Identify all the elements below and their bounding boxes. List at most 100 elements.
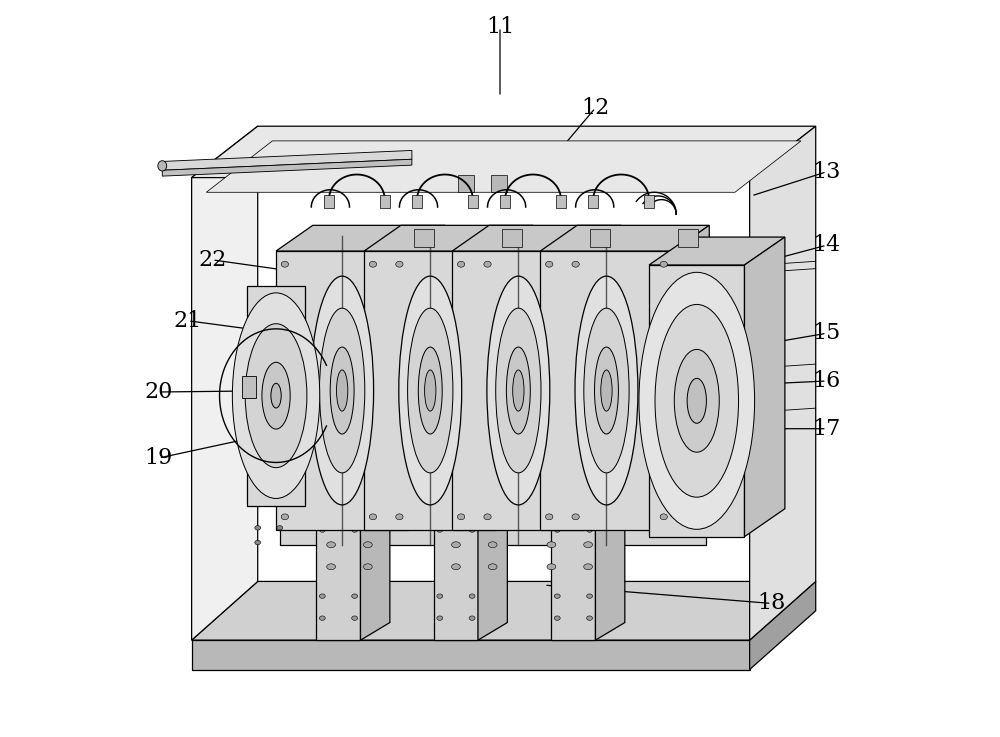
Polygon shape	[408, 226, 445, 530]
Polygon shape	[280, 515, 706, 545]
Ellipse shape	[513, 370, 524, 411]
Polygon shape	[192, 126, 258, 640]
Text: 17: 17	[813, 418, 841, 440]
Polygon shape	[162, 150, 412, 170]
Ellipse shape	[584, 564, 593, 570]
Polygon shape	[478, 497, 507, 640]
Bar	[556, 195, 566, 209]
Ellipse shape	[319, 308, 365, 473]
Ellipse shape	[547, 542, 556, 548]
Ellipse shape	[595, 347, 618, 434]
Ellipse shape	[281, 514, 289, 520]
Text: 13: 13	[813, 161, 841, 183]
Polygon shape	[316, 497, 390, 515]
Ellipse shape	[457, 262, 465, 268]
Polygon shape	[551, 497, 625, 515]
Ellipse shape	[546, 514, 553, 520]
Ellipse shape	[601, 370, 612, 411]
Polygon shape	[192, 581, 816, 640]
Polygon shape	[673, 226, 709, 530]
Ellipse shape	[319, 528, 325, 532]
Ellipse shape	[575, 276, 638, 505]
Polygon shape	[414, 229, 434, 248]
Text: 20: 20	[144, 381, 173, 403]
Ellipse shape	[363, 542, 372, 548]
Ellipse shape	[255, 525, 261, 530]
Ellipse shape	[396, 514, 403, 520]
Polygon shape	[242, 376, 256, 398]
Polygon shape	[540, 251, 673, 530]
Polygon shape	[678, 229, 698, 248]
Ellipse shape	[584, 542, 593, 548]
Polygon shape	[280, 240, 750, 259]
Ellipse shape	[327, 542, 336, 548]
Ellipse shape	[484, 262, 491, 268]
Ellipse shape	[660, 514, 667, 520]
Ellipse shape	[281, 262, 289, 268]
Ellipse shape	[311, 276, 374, 505]
Polygon shape	[364, 251, 496, 530]
Ellipse shape	[327, 564, 336, 570]
Polygon shape	[276, 226, 445, 251]
Polygon shape	[496, 226, 533, 530]
Ellipse shape	[639, 272, 755, 529]
Polygon shape	[434, 515, 478, 640]
Text: 18: 18	[757, 593, 786, 615]
Ellipse shape	[469, 594, 475, 598]
Ellipse shape	[457, 514, 465, 520]
Ellipse shape	[554, 594, 560, 598]
Ellipse shape	[418, 347, 442, 434]
Bar	[644, 195, 654, 209]
Ellipse shape	[572, 514, 579, 520]
Text: 21: 21	[174, 310, 202, 332]
Ellipse shape	[245, 324, 307, 467]
Polygon shape	[551, 515, 595, 640]
Polygon shape	[540, 226, 709, 251]
Polygon shape	[649, 237, 785, 265]
Ellipse shape	[352, 616, 358, 621]
Ellipse shape	[469, 616, 475, 621]
Ellipse shape	[587, 594, 593, 598]
Polygon shape	[192, 126, 816, 178]
Polygon shape	[364, 226, 533, 251]
Ellipse shape	[437, 616, 443, 621]
Ellipse shape	[687, 378, 706, 423]
Text: 12: 12	[581, 97, 610, 119]
Polygon shape	[247, 285, 305, 506]
Ellipse shape	[452, 564, 460, 570]
Ellipse shape	[488, 542, 497, 548]
Bar	[380, 195, 390, 209]
Polygon shape	[316, 515, 360, 640]
Polygon shape	[280, 486, 750, 515]
Bar	[588, 195, 598, 209]
Ellipse shape	[488, 564, 497, 570]
Text: 16: 16	[813, 370, 841, 392]
Polygon shape	[458, 175, 474, 192]
Ellipse shape	[352, 594, 358, 598]
Ellipse shape	[271, 383, 281, 408]
Ellipse shape	[408, 308, 453, 473]
Text: 22: 22	[198, 249, 226, 270]
Ellipse shape	[547, 564, 556, 570]
Ellipse shape	[655, 304, 739, 497]
Polygon shape	[360, 497, 390, 640]
Ellipse shape	[484, 514, 491, 520]
Ellipse shape	[546, 262, 553, 268]
Ellipse shape	[674, 349, 719, 453]
Ellipse shape	[277, 525, 283, 530]
Ellipse shape	[319, 594, 325, 598]
Ellipse shape	[255, 540, 261, 545]
Ellipse shape	[425, 370, 436, 411]
Ellipse shape	[587, 528, 593, 532]
Ellipse shape	[554, 616, 560, 621]
Polygon shape	[750, 126, 816, 640]
Ellipse shape	[506, 347, 530, 434]
Polygon shape	[584, 226, 621, 530]
Text: 14: 14	[813, 234, 841, 256]
Ellipse shape	[232, 293, 320, 498]
Polygon shape	[649, 265, 744, 537]
Ellipse shape	[487, 276, 550, 505]
Polygon shape	[434, 497, 507, 515]
Ellipse shape	[399, 276, 462, 505]
Ellipse shape	[336, 370, 348, 411]
